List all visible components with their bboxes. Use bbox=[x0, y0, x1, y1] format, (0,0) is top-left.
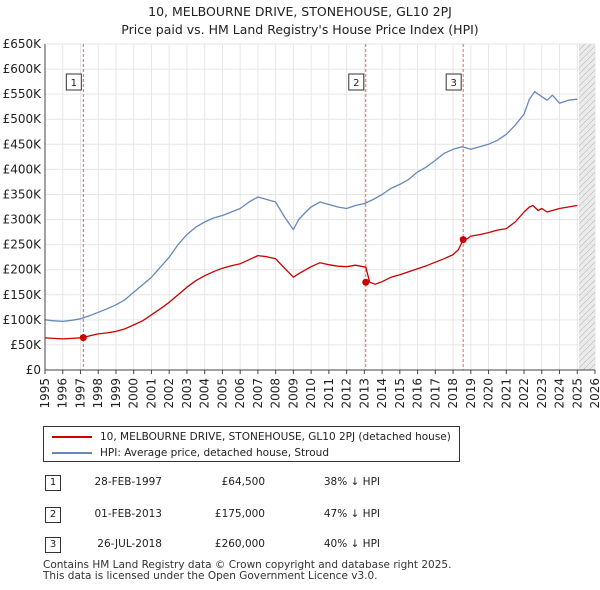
sale-price: £64,500 bbox=[221, 476, 265, 488]
x-tick-label: 2011 bbox=[322, 378, 336, 409]
sale-marker-badge: 1 bbox=[45, 475, 61, 491]
y-tick-label: £0 bbox=[26, 363, 41, 377]
sales-table: 1 28-FEB-1997 £64,500 38% ↓ HPI 2 01-FEB… bbox=[0, 470, 600, 560]
sale-date: 26-JUL-2018 bbox=[97, 538, 162, 550]
y-tick-label: £50K bbox=[10, 338, 42, 352]
sale-date: 28-FEB-1997 bbox=[94, 476, 162, 488]
x-tick-label: 2019 bbox=[464, 378, 478, 409]
x-tick-label: 1995 bbox=[38, 378, 52, 409]
future-hatch bbox=[579, 309, 596, 327]
future-shade bbox=[579, 44, 595, 370]
x-tick-label: 2015 bbox=[393, 378, 407, 409]
sale-marker-box bbox=[445, 73, 462, 91]
table-row: 2 01-FEB-2013 £175,000 47% ↓ HPI bbox=[0, 505, 600, 525]
series-line-hpi bbox=[44, 90, 578, 323]
x-tick-label: 2009 bbox=[286, 378, 300, 409]
y-tick-label: £150K bbox=[3, 288, 43, 302]
x-tick-label: 2017 bbox=[428, 378, 442, 409]
x-tick-label: 1997 bbox=[73, 378, 87, 409]
y-tick-label: £250K bbox=[3, 238, 43, 252]
legend-label-price-paid: 10, MELBOURNE DRIVE, STONEHOUSE, GL10 2P… bbox=[100, 431, 451, 443]
sale-marker-box bbox=[348, 73, 365, 91]
footer-line2: This data is licensed under the Open Gov… bbox=[43, 570, 378, 582]
sale-hpi-diff: 40% ↓ HPI bbox=[323, 538, 380, 550]
footer-attribution: Contains HM Land Registry data © Crown c… bbox=[43, 560, 451, 582]
legend-swatch-hpi bbox=[52, 452, 92, 454]
y-tick-label: £450K bbox=[3, 137, 43, 151]
legend-swatch-price-paid bbox=[52, 436, 92, 438]
x-tick-label: 2007 bbox=[251, 378, 265, 409]
future-hatch bbox=[579, 87, 596, 105]
y-tick-label: £650K bbox=[3, 37, 43, 51]
x-tick-label: 1998 bbox=[91, 378, 105, 409]
future-hatch bbox=[579, 195, 596, 213]
sale-hpi-diff: 47% ↓ HPI bbox=[323, 508, 380, 520]
y-tick-label: £350K bbox=[3, 187, 43, 201]
x-tick-label: 2010 bbox=[304, 378, 318, 409]
chart-title-line2: Price paid vs. HM Land Registry's House … bbox=[121, 22, 479, 37]
x-tick-label: 2002 bbox=[162, 378, 176, 409]
price-chart: £0 £50K £100K £150K £200K £250K £300K £350K £400… bbox=[3, 37, 600, 409]
future-hatch bbox=[579, 201, 596, 219]
y-tick-label: £550K bbox=[3, 87, 43, 101]
sale-point bbox=[362, 278, 370, 286]
sale-date: 01-FEB-2013 bbox=[94, 508, 162, 520]
sale-marker-badge: 2 bbox=[45, 507, 61, 523]
x-tick-label: 2021 bbox=[499, 378, 513, 409]
future-hatch bbox=[579, 303, 596, 321]
plot-area bbox=[45, 44, 595, 370]
series-line-price-paid bbox=[44, 204, 578, 340]
sale-price: £175,000 bbox=[214, 508, 265, 520]
table-row: 3 26-JUL-2018 £260,000 40% ↓ HPI bbox=[0, 535, 600, 555]
y-tick-label: £300K bbox=[3, 213, 43, 227]
y-tick-label: £100K bbox=[3, 313, 43, 327]
sale-marker-badge: 3 bbox=[45, 537, 61, 553]
x-tick-label: 2022 bbox=[517, 378, 531, 409]
x-tick-label: 2025 bbox=[570, 378, 584, 409]
sale-point bbox=[79, 334, 87, 342]
chart-legend: 10, MELBOURNE DRIVE, STONEHOUSE, GL10 2P… bbox=[43, 426, 460, 462]
sale-marker-box bbox=[65, 73, 82, 91]
y-tick-label: £500K bbox=[3, 112, 43, 126]
x-tick-label: 2020 bbox=[482, 378, 496, 409]
chart-title-line1: 10, MELBOURNE DRIVE, STONEHOUSE, GL10 2P… bbox=[148, 4, 452, 19]
footer-line1: Contains HM Land Registry data © Crown c… bbox=[43, 559, 452, 571]
x-tick-label: 2024 bbox=[553, 378, 567, 409]
x-tick-label: 2016 bbox=[411, 378, 425, 409]
x-tick-label: 1999 bbox=[109, 378, 123, 409]
future-hatch bbox=[579, 93, 596, 111]
sale-marker-label: 2 bbox=[353, 78, 359, 89]
x-tick-label: 2003 bbox=[180, 378, 194, 409]
sale-hpi-diff: 38% ↓ HPI bbox=[323, 476, 380, 488]
chart-title: 10, MELBOURNE DRIVE, STONEHOUSE, GL10 2P… bbox=[0, 3, 600, 39]
y-tick-label: £400K bbox=[3, 162, 43, 176]
sale-point bbox=[459, 236, 467, 244]
x-tick-label: 2005 bbox=[215, 378, 229, 409]
legend-label-hpi: HPI: Average price, detached house, Stro… bbox=[100, 447, 329, 459]
x-tick-label: 2006 bbox=[233, 378, 247, 409]
x-tick-label: 2004 bbox=[198, 378, 212, 409]
x-tick-label: 2001 bbox=[144, 378, 158, 409]
x-tick-label: 2012 bbox=[340, 378, 354, 409]
x-tick-label: 2026 bbox=[588, 378, 600, 409]
sale-price: £260,000 bbox=[214, 538, 265, 550]
x-tick-label: 2013 bbox=[357, 378, 371, 409]
y-tick-label: £600K bbox=[3, 62, 43, 76]
x-tick-label: 1996 bbox=[56, 378, 70, 409]
y-tick-label: £200K bbox=[3, 263, 43, 277]
x-tick-label: 2023 bbox=[535, 378, 549, 409]
sale-marker-label: 1 bbox=[71, 78, 77, 89]
table-row: 1 28-FEB-1997 £64,500 38% ↓ HPI bbox=[0, 473, 600, 493]
sale-marker-label: 3 bbox=[450, 78, 456, 89]
x-tick-label: 2014 bbox=[375, 378, 389, 409]
x-tick-label: 2000 bbox=[127, 378, 141, 409]
x-tick-label: 2008 bbox=[269, 378, 283, 409]
x-tick-label: 2018 bbox=[446, 378, 460, 409]
